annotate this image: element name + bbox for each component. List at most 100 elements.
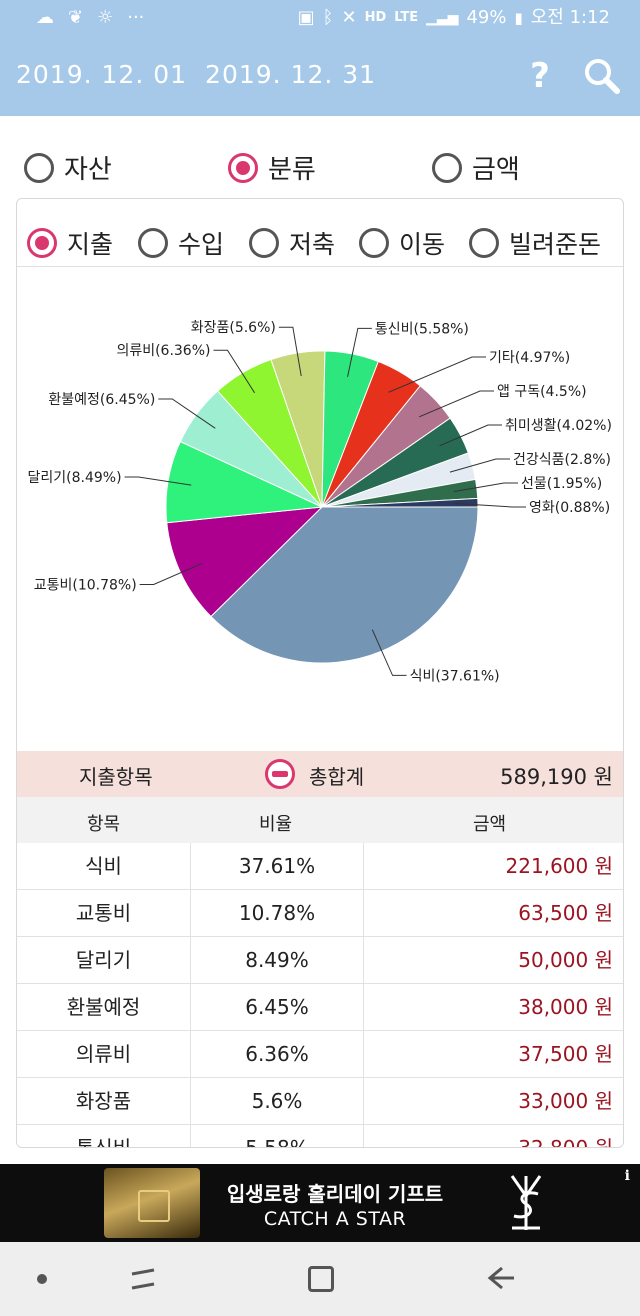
total-label: 총합계: [309, 765, 365, 789]
pie-chart-area: 식비(37.61%) 교통비(10.78%) 달리기(8.49%) 환불예정(6.45…: [17, 271, 624, 751]
ad-subtitle: CATCH A STAR: [263, 1208, 407, 1230]
nfc-icon: ▣: [297, 7, 315, 28]
ad-title: 입생로랑 홀리데이 기프트: [226, 1182, 444, 1206]
help-button[interactable]: ?: [520, 56, 560, 96]
search-icon: [585, 59, 620, 94]
slice-label: 통신비(5.58%): [375, 321, 469, 337]
bulb-icon: ☼: [97, 7, 114, 28]
table-row[interactable]: 화장품 5.6% 33,000 원: [17, 1078, 623, 1125]
radio-circle: [138, 228, 168, 258]
type-radio-income[interactable]: 수입: [138, 225, 224, 261]
row-ratio: 5.58%: [191, 1125, 364, 1147]
pie-slice[interactable]: [321, 497, 479, 508]
row-amount: 50,000 원: [518, 948, 613, 972]
label-leader-line: [419, 390, 494, 418]
type-label: 저축: [289, 230, 336, 259]
nav-dot-icon[interactable]: [37, 1274, 47, 1284]
mode-label: 금액: [472, 155, 520, 185]
start-date[interactable]: 2019. 12. 01: [16, 60, 188, 89]
bluetooth-icon: ᛒ: [322, 7, 334, 28]
report-card: 지출 수입 저축 이동 빌려준돈 식비(37.61%) 교통비(10.78%) 달리…: [16, 198, 624, 1148]
row-ratio: 5.6%: [191, 1078, 364, 1125]
label-leader-line: [388, 356, 486, 393]
slice-label: 취미생활(4.02%): [505, 418, 612, 434]
label-leader-line: [213, 349, 256, 394]
recent-apps-icon[interactable]: [128, 1266, 158, 1294]
battery-icon: ▮: [514, 9, 523, 27]
slice-label: 선물(1.95%): [521, 476, 602, 492]
row-name: 식비: [17, 843, 191, 890]
label-leader-line: [347, 327, 372, 377]
brand-logo-icon: [510, 1175, 542, 1230]
signal-icon: ▁▃▅: [426, 10, 459, 26]
row-name: 통신비: [17, 1125, 191, 1147]
table-row[interactable]: 환불예정 6.45% 38,000 원: [17, 984, 623, 1031]
hd-icon: HD: [364, 10, 387, 25]
slice-label: 식비(37.61%): [410, 668, 500, 684]
slice-label: 건강식품(2.8%): [513, 452, 611, 468]
slice-label: 의류비(6.36%): [116, 343, 210, 359]
ad-banner[interactable]: 입생로랑 홀리데이 기프트 CATCH A STAR i: [0, 1164, 640, 1242]
row-amount: 37,500 원: [518, 1042, 613, 1066]
home-icon[interactable]: [308, 1266, 334, 1292]
mute-icon: ✕: [341, 7, 357, 28]
slice-label: 앱 구독(4.5%): [497, 384, 587, 400]
radio-circle: [432, 152, 462, 183]
pie-slice[interactable]: [166, 506, 324, 618]
radio-circle-selected: [228, 152, 258, 183]
table-row[interactable]: 교통비 10.78% 63,500 원: [17, 890, 623, 937]
leaf-icon: ❦: [68, 7, 84, 28]
type-radio-expense[interactable]: 지출: [27, 225, 113, 261]
mode-label: 분류: [268, 155, 316, 185]
table-row[interactable]: 통신비 5.58% 32,800 원: [17, 1125, 623, 1147]
perfume-bottle-image: [104, 1168, 200, 1238]
header-item: 항목: [87, 814, 121, 835]
label-leader-line: [454, 502, 526, 508]
label-leader-line: [439, 424, 502, 447]
label-leader-line: [371, 629, 407, 676]
table-row[interactable]: 식비 37.61% 221,600 원: [17, 843, 623, 890]
back-icon[interactable]: [486, 1262, 518, 1294]
row-amount: 33,000 원: [518, 1089, 613, 1113]
label-leader-line: [278, 326, 302, 377]
ad-info-icon[interactable]: i: [624, 1168, 630, 1184]
type-radio-saving[interactable]: 저축: [249, 225, 335, 261]
type-radio-lent[interactable]: 빌려준돈: [469, 225, 601, 261]
radio-circle: [359, 228, 389, 258]
mode-radio-asset[interactable]: 자산: [24, 149, 112, 186]
mode-radio-amount[interactable]: 금액: [432, 149, 520, 186]
row-ratio: 10.78%: [191, 890, 364, 937]
table-row[interactable]: 달리기 8.49% 50,000 원: [17, 937, 623, 984]
table-row[interactable]: 의류비 6.36% 37,500 원: [17, 1031, 623, 1078]
cloud-icon: ☁: [36, 7, 54, 28]
header-amount: 금액: [473, 814, 507, 835]
status-bar: ☁ ❦ ☼ ··· ▣ ᛒ ✕ HD LTE ▁▃▅ 49% ▮ 오전 1:12: [0, 0, 640, 38]
type-label: 빌려준돈: [509, 230, 602, 259]
date-range[interactable]: 2019. 12. 01 2019. 12. 31: [16, 60, 376, 89]
end-date[interactable]: 2019. 12. 31: [205, 60, 377, 89]
label-leader-line: [158, 398, 216, 429]
system-nav-bar: [0, 1242, 640, 1316]
row-name: 의류비: [17, 1031, 191, 1078]
row-amount: 221,600 원: [505, 854, 613, 878]
table-header: 항목 비율 금액: [17, 797, 623, 843]
radio-circle: [249, 228, 279, 258]
question-icon: ?: [530, 56, 550, 96]
type-radio-transfer[interactable]: 이동: [359, 225, 445, 261]
mode-radio-category[interactable]: 분류: [228, 149, 316, 186]
row-ratio: 8.49%: [191, 937, 364, 984]
row-name: 환불예정: [17, 984, 191, 1031]
collapse-icon[interactable]: [265, 759, 295, 789]
slice-label: 화장품(5.6%): [191, 320, 276, 336]
pie-chart[interactable]: 식비(37.61%) 교통비(10.78%) 달리기(8.49%) 환불예정(6.45…: [17, 271, 624, 751]
radio-circle: [469, 228, 499, 258]
slice-label: 교통비(10.78%): [34, 577, 137, 593]
mode-label: 자산: [64, 155, 112, 185]
label-leader-line: [449, 458, 510, 473]
lte-icon: LTE: [394, 10, 419, 25]
pie-slice[interactable]: [210, 506, 479, 664]
radio-circle-selected: [27, 228, 57, 258]
search-button[interactable]: [582, 56, 622, 96]
mode-selector: 자산 분류 금액: [0, 140, 640, 190]
label-leader-line: [124, 476, 192, 486]
